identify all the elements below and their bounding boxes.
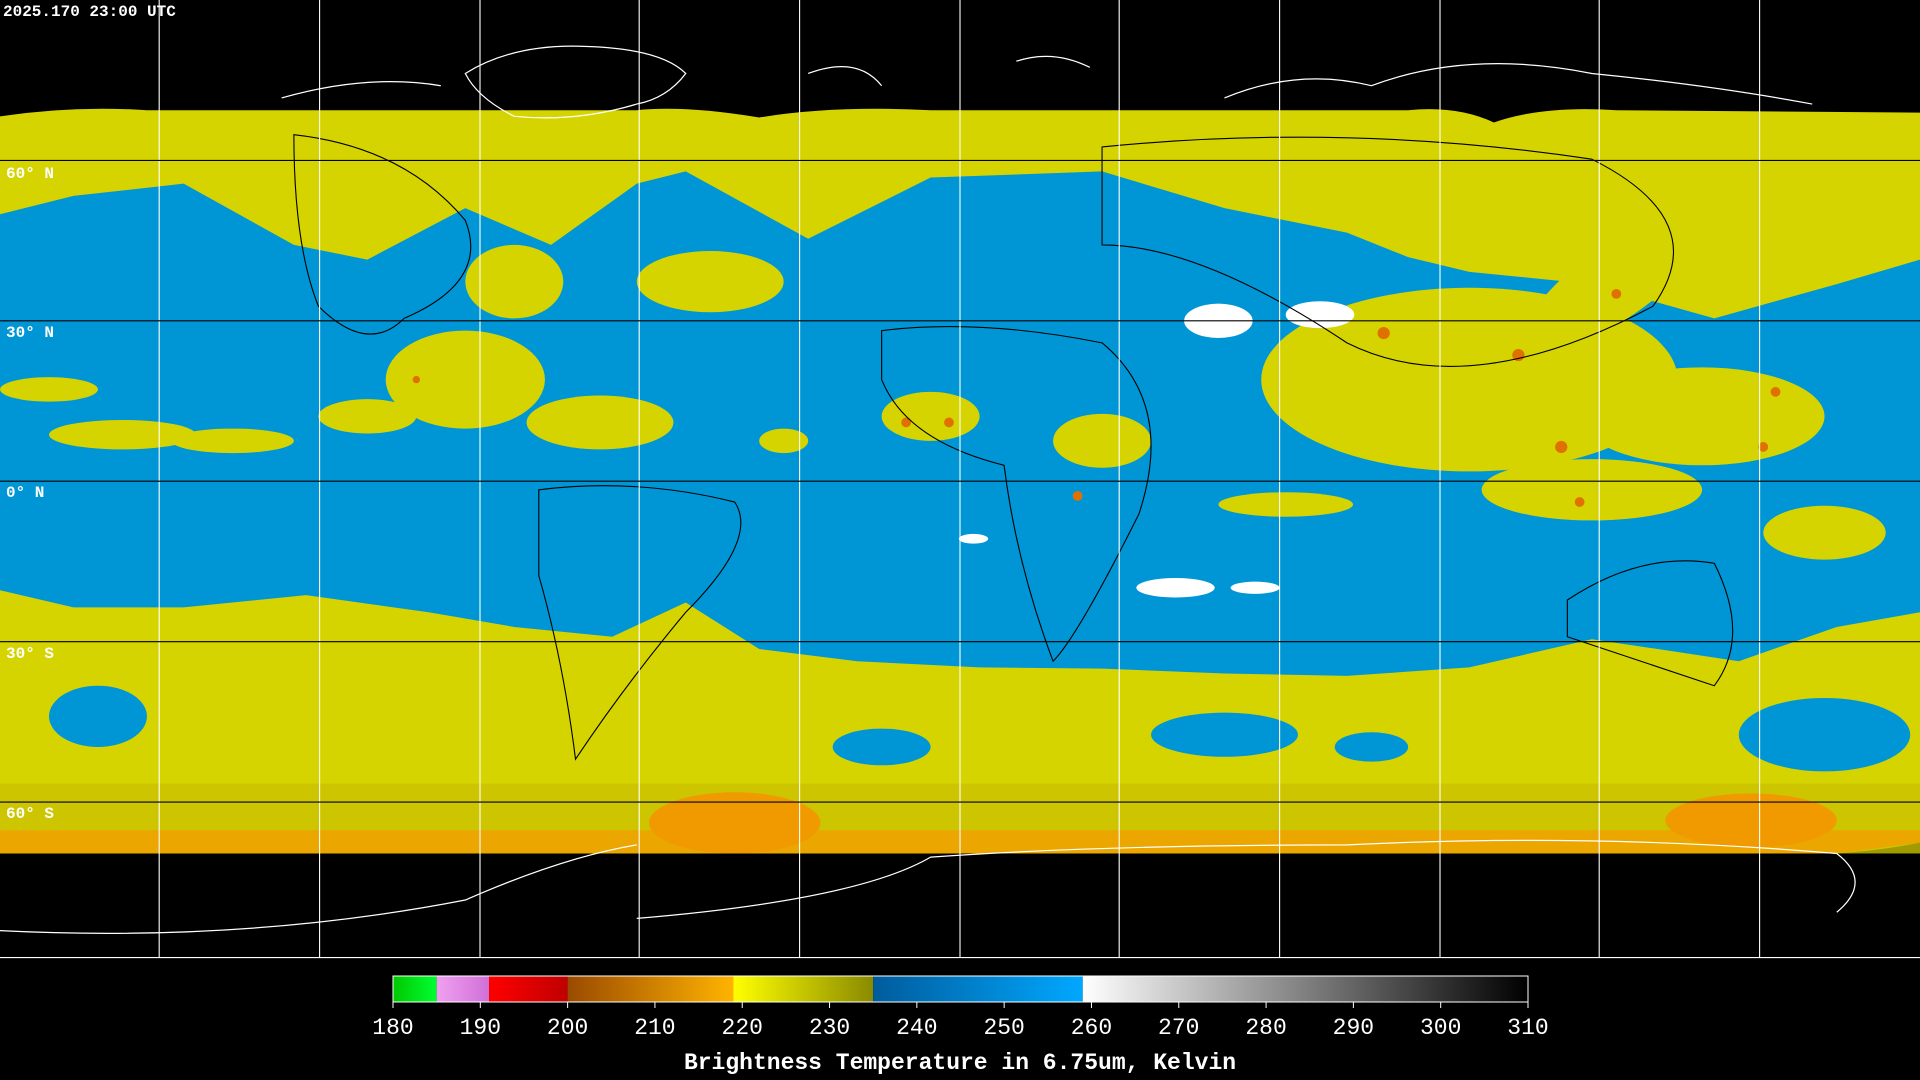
coastline	[464, 45, 687, 119]
colorbar-tick-label: 240	[896, 1015, 937, 1041]
latitude-label: 30° N	[6, 324, 54, 342]
colorbar-segment	[567, 976, 734, 1002]
graticule	[158, 0, 1761, 958]
colorbar-tick-label: 300	[1420, 1015, 1461, 1041]
colorbar-segment	[733, 976, 874, 1002]
moist-clusters	[0, 211, 1886, 560]
colorbar-tick-label: 200	[547, 1015, 588, 1041]
colorbar-tick-label: 230	[809, 1015, 850, 1041]
colorbar-segment	[393, 976, 437, 1002]
colorbar-tick-label: 220	[722, 1015, 763, 1041]
colorbar-tick-label: 280	[1245, 1015, 1286, 1041]
colorbar-segment	[873, 976, 1083, 1002]
latitude-label: 60° S	[6, 805, 54, 823]
colorbar-segment	[489, 976, 568, 1002]
map-imagery	[0, 0, 1920, 959]
dry-patch	[1151, 712, 1298, 757]
dry-patch	[1738, 697, 1911, 772]
colorbar-tick-label: 180	[372, 1015, 413, 1041]
coastline	[538, 485, 742, 761]
latitude-label: 60° N	[6, 165, 54, 183]
coastline	[281, 55, 1813, 105]
colorbar-tick-label: 310	[1507, 1015, 1548, 1041]
colorbar-frame	[392, 975, 1529, 1003]
coastline	[1566, 560, 1734, 687]
timestamp: 2025.170 23:00 UTC	[3, 3, 176, 21]
coastline	[293, 134, 1675, 367]
graticule	[0, 159, 1920, 803]
colorbar-tick-label: 290	[1333, 1015, 1374, 1041]
colorbar-segment	[436, 976, 490, 1002]
colorbar-tick-label: 190	[460, 1015, 501, 1041]
latitude-label: 0° N	[6, 484, 44, 502]
dry-patch	[48, 685, 147, 747]
colorbar-tick-label: 270	[1158, 1015, 1199, 1041]
orange-patch	[648, 792, 821, 854]
latitude-label: 30° S	[6, 645, 54, 663]
coastline	[0, 839, 1856, 934]
latitude-labels: 60° N 30° N 0° N 30° S 60° S	[6, 165, 54, 823]
dry-patch	[832, 728, 931, 766]
colorbar: 180 190 200 210 220 230 240 250 260 270 280 290 300 3…	[372, 975, 1549, 1041]
dry-patch	[1334, 732, 1409, 762]
very-dry-spots	[958, 301, 1355, 598]
colorbar-tick-label: 250	[983, 1015, 1024, 1041]
colorbar-segment	[1082, 976, 1528, 1002]
colorbar-tick-label: 210	[634, 1015, 675, 1041]
colorbar-tick-label: 260	[1071, 1015, 1112, 1041]
colorbar-title: Brightness Temperature in 6.75um, Kelvin	[684, 1050, 1236, 1076]
coastline	[881, 325, 1152, 663]
orange-patch	[1665, 793, 1837, 848]
